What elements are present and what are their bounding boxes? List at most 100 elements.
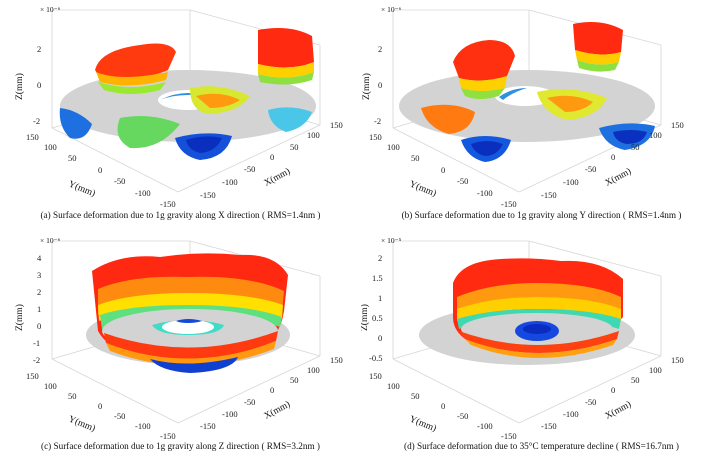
panel-b: × 10⁻⁶ 2 0 -2 Z(mm) 150 100 50 0 -50 -10… xyxy=(361,0,722,230)
z-tick: -2 xyxy=(33,116,40,126)
deform-band xyxy=(96,72,168,86)
deform-peak-left xyxy=(453,40,515,81)
x-tick: 100 xyxy=(307,365,320,375)
z-scale-label: × 10⁻⁶ xyxy=(40,236,61,245)
y-axis-label: Y(mm) xyxy=(408,414,438,435)
z-tick: 0 xyxy=(37,80,41,90)
caption-a: (a) Surface deformation due to 1g gravit… xyxy=(40,210,321,220)
y-tick: 0 xyxy=(441,401,445,411)
x-tick: -100 xyxy=(222,177,238,187)
deform-low xyxy=(117,116,180,149)
x-tick: -50 xyxy=(585,397,596,407)
deform-band xyxy=(459,76,507,91)
y-tick: 0 xyxy=(441,165,445,175)
deform-band xyxy=(575,50,621,65)
box-frame xyxy=(51,240,321,424)
x-tick: -150 xyxy=(200,421,216,431)
x-tick: 50 xyxy=(290,375,299,385)
deform-trough-core xyxy=(471,141,503,156)
x-tick: 100 xyxy=(649,365,662,375)
z-tick: 3 xyxy=(37,270,41,280)
y-tick: -100 xyxy=(135,188,151,198)
z-axis-label: Z(mm) xyxy=(361,304,370,331)
z-tick: 2 xyxy=(378,253,382,263)
z-tick: -2 xyxy=(374,116,381,126)
deform-band xyxy=(258,62,314,78)
z-tick: 0.5 xyxy=(372,313,383,323)
y-tick: -100 xyxy=(477,421,493,431)
x-tick: 100 xyxy=(307,130,320,140)
z-tick: 4 xyxy=(37,253,42,263)
y-tick: 0 xyxy=(98,165,102,175)
deform-band xyxy=(461,88,505,99)
y-tick: -150 xyxy=(160,431,176,441)
z-axis: × 10⁻⁶ 2 0 -2 Z(mm) xyxy=(14,5,61,126)
y-tick: 150 xyxy=(26,371,39,381)
y-tick: -50 xyxy=(114,411,125,421)
y-tick: 0 xyxy=(98,401,102,411)
x-tick: 0 xyxy=(611,385,615,395)
x-tick: 50 xyxy=(631,142,640,152)
y-tick: 150 xyxy=(369,132,382,142)
z-axis-label: Z(mm) xyxy=(14,73,25,100)
deform-trough-left xyxy=(59,108,92,139)
y-tick: 100 xyxy=(44,142,57,152)
y-tick: 50 xyxy=(68,153,77,163)
z-scale-label: × 10⁻⁶ xyxy=(40,5,61,14)
z-tick: 0 xyxy=(378,333,382,343)
z-tick: 0 xyxy=(37,321,41,331)
z-axis-label: Z(mm) xyxy=(361,73,372,100)
x-tick: -100 xyxy=(563,177,579,187)
z-tick: -2 xyxy=(33,355,40,365)
x-axis: 150 100 50 0 -50 -100 -150 X(mm) xyxy=(541,355,684,431)
y-tick: 150 xyxy=(369,371,382,381)
z-tick: -1 xyxy=(33,338,40,348)
y-tick: -150 xyxy=(160,199,176,209)
y-axis: 150 100 50 0 -50 -100 -150 Y(mm) xyxy=(369,371,517,441)
z-axis: × 10⁻⁶ 2 0 -2 Z(mm) xyxy=(361,5,402,126)
x-axis-label: X(mm) xyxy=(603,166,633,189)
caption-d: (d) Surface deformation due to 35°C temp… xyxy=(404,441,679,451)
x-tick: 150 xyxy=(330,355,343,365)
y-tick: -50 xyxy=(114,176,125,186)
x-tick: -50 xyxy=(244,397,255,407)
x-tick: -150 xyxy=(541,190,557,200)
center-depression-core xyxy=(523,324,551,334)
x-tick: -50 xyxy=(585,164,596,174)
trough-bottom xyxy=(150,357,238,373)
x-tick: 150 xyxy=(671,355,684,365)
rim-band xyxy=(457,283,621,311)
deform-mid xyxy=(547,95,593,112)
y-tick: -50 xyxy=(457,411,468,421)
deform-band xyxy=(577,60,619,72)
inner-rim xyxy=(176,319,202,323)
surface-plot-b: × 10⁻⁶ 2 0 -2 Z(mm) 150 100 50 0 -50 -10… xyxy=(361,5,684,209)
z-tick: -0.5 xyxy=(369,353,382,363)
y-tick: 50 xyxy=(411,391,420,401)
surface-plot-d: × 10⁻⁵ 2 1.5 1 0.5 0 -0.5 Z(mm) 150 100 … xyxy=(361,236,684,441)
z-tick: 1.5 xyxy=(372,273,383,283)
deform-peak-right xyxy=(573,22,623,55)
rim-band xyxy=(457,297,621,321)
z-tick: 1 xyxy=(37,304,41,314)
y-tick: 100 xyxy=(44,381,57,391)
x-tick: -100 xyxy=(222,409,238,419)
y-axis: 150 100 50 0 -50 -100 -150 Y(mm) xyxy=(26,371,176,441)
x-tick: -100 xyxy=(563,409,579,419)
y-tick: 50 xyxy=(68,391,77,401)
y-tick: -150 xyxy=(501,431,517,441)
deform-band xyxy=(98,82,166,94)
x-axis-label: X(mm) xyxy=(262,166,292,189)
deform-peak-left xyxy=(95,43,176,80)
inner-rim xyxy=(499,88,527,100)
x-tick: 0 xyxy=(611,152,615,162)
z-axis-label: Z(mm) xyxy=(14,304,25,331)
deform-trough-core xyxy=(186,136,222,153)
deform-left xyxy=(421,104,475,134)
y-tick: 150 xyxy=(26,132,39,142)
deform-mid xyxy=(196,93,240,108)
x-tick: 50 xyxy=(290,142,299,152)
rim-front xyxy=(465,339,617,358)
x-tick: 0 xyxy=(270,152,274,162)
z-tick: 2 xyxy=(378,44,382,54)
